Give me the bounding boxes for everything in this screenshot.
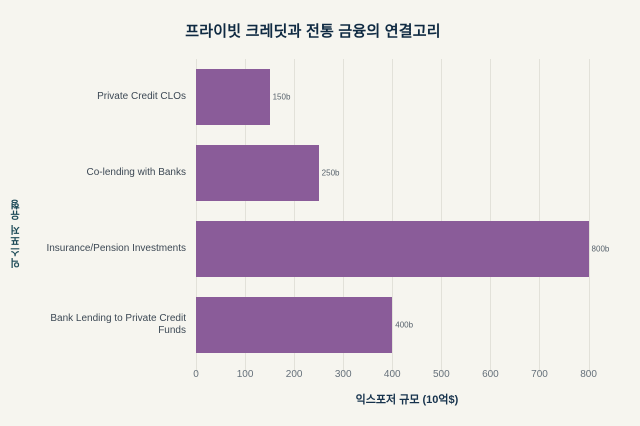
bar-track: 400b [196, 297, 618, 353]
x-tick-label: 600 [482, 369, 499, 380]
x-tick-label: 0 [193, 369, 199, 380]
chart-body: 익스포저 유형 Private Credit CLOs 150b Co-lendin… [8, 59, 618, 407]
gridline [588, 59, 590, 373]
category-label: Bank Lending to Private Credit Funds [50, 313, 186, 336]
bar-track: 800b [196, 221, 618, 277]
x-tick-label: 500 [433, 369, 450, 380]
x-tick-label: 200 [285, 369, 303, 380]
bar-row: Private Credit CLOs 150b [26, 59, 618, 135]
bar-row: Co-lending with Banks 250b [26, 135, 618, 211]
bar [196, 297, 393, 353]
gridline [441, 59, 443, 373]
gridline [245, 59, 247, 373]
bar [196, 221, 589, 277]
gridline [490, 59, 492, 373]
x-tick-label: 800 [580, 369, 597, 380]
plot-area: Private Credit CLOs 150b Co-lending with B… [26, 59, 618, 407]
bar-rows: Private Credit CLOs 150b Co-lending with B… [26, 59, 618, 363]
category-label: Private Credit CLOs [97, 91, 186, 102]
x-tick-label: 400 [383, 369, 401, 380]
chart-title: 프라이빗 크레딧과 전통 금융의 연결고리 [185, 23, 441, 40]
category-label: Co-lending with Banks [86, 167, 187, 178]
gridline [196, 59, 197, 373]
bar [196, 69, 270, 125]
bar-value-label: 250b [321, 168, 340, 178]
bar-value-label: 800b [591, 244, 610, 254]
bar-track: 150b [196, 69, 618, 125]
bar-row: Bank Lending to Private Credit Funds 400b [26, 287, 618, 363]
gridline [343, 59, 345, 373]
bar-track: 250b [196, 145, 618, 201]
category-label: Insurance/Pension Investments [46, 243, 186, 254]
x-axis: 0 100 200 300 400 500 600 700 800 [193, 369, 618, 385]
grid-layer [196, 59, 618, 373]
bar-row: Insurance/Pension Investments 800b [26, 211, 618, 287]
x-tick-label: 700 [531, 369, 548, 380]
x-axis-label: 익스포저 규모 (10억$) [355, 394, 459, 406]
bar [196, 145, 319, 201]
gridline [392, 59, 394, 373]
gridline [539, 59, 541, 373]
bar-value-label: 150b [272, 92, 291, 102]
x-tick-label: 100 [236, 369, 254, 380]
y-axis-label: 익스포저 유형 [11, 198, 23, 268]
bar-value-label: 400b [395, 320, 414, 330]
gridline [294, 59, 296, 373]
x-tick-label: 300 [334, 369, 352, 380]
